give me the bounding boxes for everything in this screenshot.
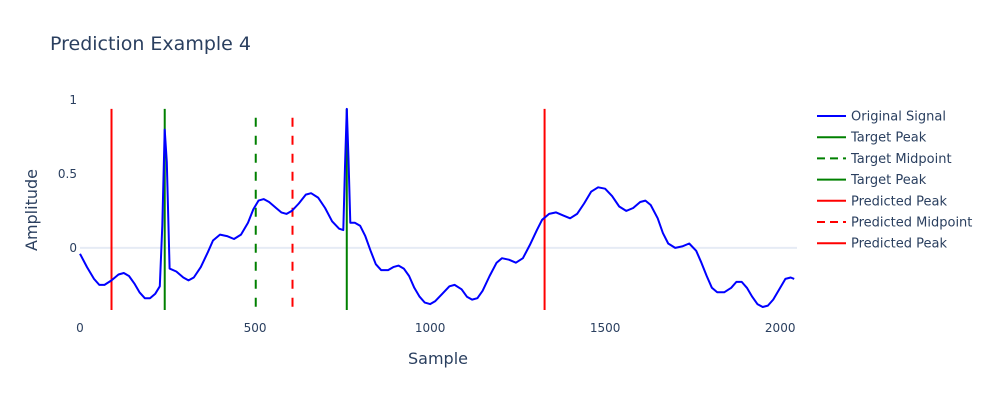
legend-item-label: Predicted Midpoint — [851, 216, 972, 231]
legend-item-label: Original Signal — [851, 110, 946, 125]
legend-item-label: Predicted Peak — [851, 237, 947, 252]
legend: Original Signal Target Peak Target Midpoin… — [817, 110, 972, 252]
x-tick-label: 500 — [244, 321, 267, 335]
x-tick-label: 1000 — [415, 321, 446, 335]
legend-item-label: Target Peak — [850, 131, 927, 146]
y-axis-label: Amplitude — [22, 169, 41, 251]
x-axis-ticks: 0 500 1000 1500 2000 — [76, 321, 795, 335]
legend-item-label: Target Peak — [850, 173, 927, 188]
x-tick-label: 0 — [76, 321, 84, 335]
x-axis-label: Sample — [408, 349, 468, 368]
legend-item-label: Predicted Peak — [851, 194, 947, 209]
x-tick-label: 1500 — [590, 321, 621, 335]
series-line-original-signal — [79, 107, 795, 308]
chart-title: Prediction Example 4 — [50, 33, 251, 55]
y-tick-label: 1 — [69, 93, 77, 107]
legend-item-label: Target Midpoint — [850, 152, 952, 167]
series-layer — [79, 107, 795, 310]
y-tick-label: 0 — [69, 241, 77, 255]
y-tick-label: 0.5 — [58, 167, 77, 181]
y-axis-ticks: 00.51 — [58, 93, 77, 255]
x-tick-label: 2000 — [765, 321, 796, 335]
